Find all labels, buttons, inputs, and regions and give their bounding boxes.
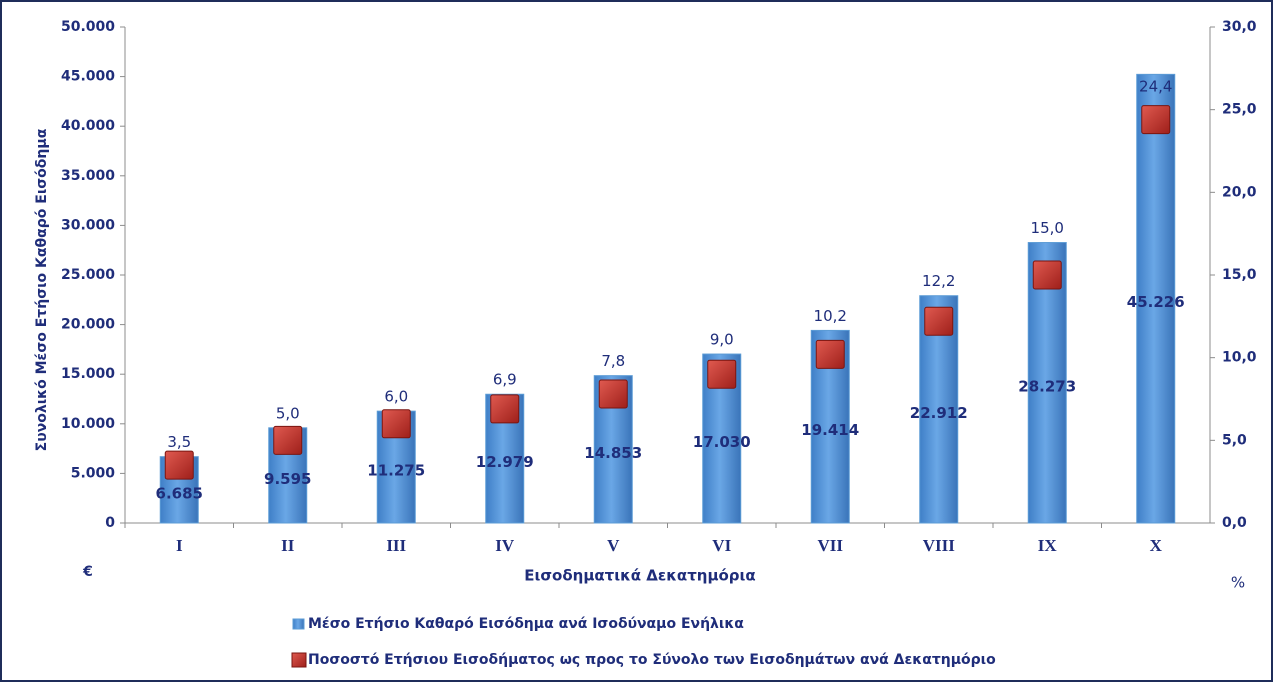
bar-value-label: 11.275 <box>367 462 425 480</box>
y2-tick-label: 30,0 <box>1222 19 1257 35</box>
legend-swatch <box>291 652 307 668</box>
y2-tick-label: 20,0 <box>1222 184 1257 200</box>
y-tick-label: 15.000 <box>61 366 115 382</box>
marker-value-label: 12,2 <box>922 272 955 290</box>
y-tick-label: 0 <box>105 515 115 531</box>
x-tick-label: I <box>176 536 183 555</box>
marker <box>598 379 628 409</box>
marker-value-label: 9,0 <box>710 331 734 349</box>
bar-value-label: 9.595 <box>264 470 311 488</box>
bar-value-label: 14.853 <box>584 444 642 462</box>
bar-value-label: 22.912 <box>910 404 968 422</box>
y2-tick-label: 10,0 <box>1222 350 1257 366</box>
x-tick-label: VII <box>817 536 843 555</box>
marker <box>1141 105 1171 135</box>
marker-value-label: 15,0 <box>1031 219 1064 237</box>
y-tick-label: 45.000 <box>61 69 115 85</box>
marker-value-label: 6,0 <box>384 388 408 406</box>
x-tick-label: III <box>386 536 406 555</box>
legend-swatch <box>292 618 305 630</box>
marker <box>273 425 303 455</box>
bar-value-label: 12.979 <box>476 453 534 471</box>
y-tick-label: 25.000 <box>61 267 115 283</box>
bar-value-label: 45.226 <box>1127 293 1185 311</box>
y-tick-label: 50.000 <box>61 19 115 35</box>
y2-tick-label: 15,0 <box>1222 267 1257 283</box>
y-tick-label: 40.000 <box>61 118 115 134</box>
marker-value-label: 3,5 <box>167 433 191 451</box>
marker-value-label: 6,9 <box>493 371 517 389</box>
marker-value-label: 5,0 <box>276 404 300 422</box>
x-tick-label: VIII <box>923 536 956 555</box>
y-tick-label: 35.000 <box>61 168 115 184</box>
marker-value-label: 7,8 <box>601 352 625 370</box>
marker <box>490 394 520 424</box>
y-axis-label: Συνολικό Μέσο Ετήσιο Καθαρό Εισόδημα <box>34 128 50 451</box>
bar-value-label: 17.030 <box>693 433 751 451</box>
y2-tick-label: 5,0 <box>1222 432 1247 448</box>
x-tick-label: II <box>281 536 295 555</box>
bar-value-label: 6.685 <box>156 484 203 502</box>
x-axis-label: Εισοδηματικά Δεκατημόρια <box>524 567 755 585</box>
x-tick-label: VI <box>712 536 731 555</box>
marker-value-label: 24,4 <box>1139 78 1172 96</box>
bar-value-label: 28.273 <box>1018 377 1076 395</box>
marker-value-label: 10,2 <box>814 307 847 325</box>
y2-unit: % <box>1231 574 1245 592</box>
marker <box>815 339 845 369</box>
y-tick-label: 10.000 <box>61 416 115 432</box>
bar-value-label: 19.414 <box>801 421 859 439</box>
y2-tick-label: 25,0 <box>1222 102 1257 118</box>
marker <box>1032 260 1062 290</box>
y-unit: € <box>82 564 93 580</box>
bar <box>1136 73 1176 524</box>
x-tick-label: IV <box>495 536 515 555</box>
marker <box>164 450 194 480</box>
marker <box>381 409 411 439</box>
marker <box>924 306 954 336</box>
y2-tick-label: 0,0 <box>1222 515 1247 531</box>
x-tick-label: V <box>607 536 620 555</box>
legend-label: Μέσο Ετήσιο Καθαρό Εισόδημα ανά Ισοδύναμ… <box>308 616 744 632</box>
x-tick-label: X <box>1150 536 1163 555</box>
y-tick-label: 20.000 <box>61 317 115 333</box>
marker <box>707 359 737 389</box>
y-tick-label: 30.000 <box>61 217 115 233</box>
legend-label: Ποσοστό Ετήσιου Εισοδήματος ως προς το Σ… <box>308 652 996 668</box>
x-tick-label: IX <box>1038 536 1058 555</box>
y-tick-label: 5.000 <box>71 465 116 481</box>
